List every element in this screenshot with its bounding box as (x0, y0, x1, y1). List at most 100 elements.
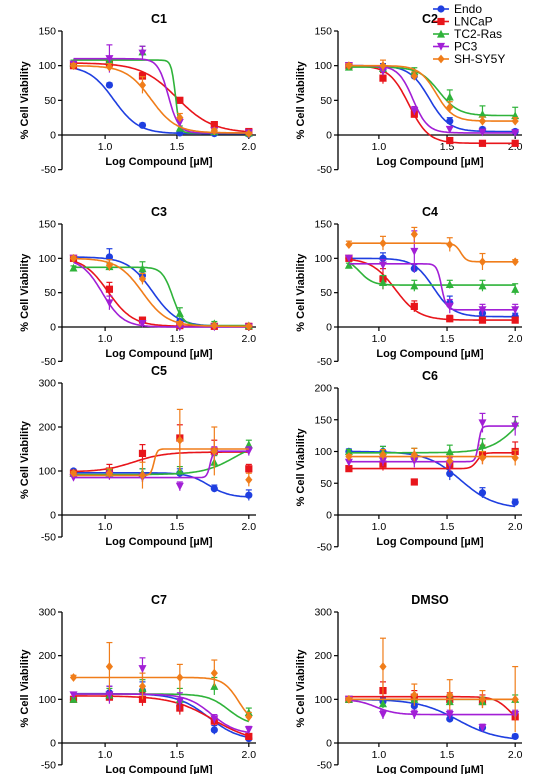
data-point-lncap (478, 139, 487, 147)
data-point-sh-sy5y (176, 319, 184, 328)
fit-curve-tc2-ras (348, 427, 516, 454)
data-point-lncap (105, 285, 114, 293)
fit-curve-lncap (73, 260, 249, 328)
fit-curve-lncap (348, 451, 516, 470)
data-point-pc3 (344, 458, 353, 467)
y-axis-label: % Cell Viability (19, 253, 31, 332)
data-point-pc3 (244, 726, 253, 735)
fit-curve-lncap (73, 695, 250, 737)
x-axis-label: Log Compound [µM] (105, 764, 212, 774)
data-point-tc2-ras (378, 278, 387, 286)
data-point-endo (446, 715, 454, 723)
fit-curve-sh-sy5y (73, 257, 249, 328)
fit-curve-lncap (348, 65, 516, 145)
data-point-sh-sy5y (410, 71, 418, 81)
data-point-lncap (446, 315, 454, 323)
data-point-pc3 (445, 125, 454, 134)
y-tick-label: 200 (314, 383, 332, 395)
data-point-pc3 (410, 247, 419, 256)
fit-curve-pc3 (348, 262, 516, 311)
data-point-endo (478, 489, 487, 497)
data-point-endo (446, 117, 454, 125)
data-point-sh-sy5y (69, 61, 78, 71)
chart-title: C1 (151, 12, 167, 26)
data-point-sh-sy5y (446, 456, 454, 466)
data-point-sh-sy5y (379, 238, 387, 248)
data-point-sh-sy5y (105, 62, 114, 72)
legend-marker-tc2-ras (437, 29, 445, 38)
x-tick-label: 1.0 (98, 749, 113, 761)
y-tick-label: 150 (314, 26, 332, 38)
data-point-lncap (245, 465, 253, 473)
x-tick-label: 2.0 (508, 333, 523, 345)
x-tick-label: 1.0 (372, 521, 387, 533)
fit-curve-pc3 (348, 699, 516, 716)
data-point-pc3 (511, 129, 520, 138)
chart-title: C3 (151, 205, 167, 219)
data-point-sh-sy5y (446, 240, 454, 249)
data-point-lncap (138, 72, 147, 80)
x-tick-label: 2.0 (242, 521, 257, 533)
data-point-sh-sy5y (478, 453, 487, 463)
data-point-pc3 (344, 254, 353, 263)
fit-curve-tc2-ras (348, 66, 516, 117)
data-point-lncap (176, 96, 184, 104)
data-point-sh-sy5y (245, 475, 253, 485)
data-point-sh-sy5y (345, 694, 353, 704)
y-tick-label: 150 (314, 414, 332, 426)
data-point-sh-sy5y (210, 321, 218, 331)
y-tick-label: 100 (314, 446, 332, 458)
y-tick-label: -50 (41, 532, 56, 544)
y-tick-label: 100 (314, 694, 332, 706)
fit-curve-lncap (73, 451, 249, 473)
data-point-pc3 (410, 457, 419, 466)
data-point-sh-sy5y (446, 690, 454, 700)
data-point-sh-sy5y (105, 662, 114, 671)
data-point-sh-sy5y (138, 681, 147, 691)
x-axis-label: Log Compound [µM] (105, 156, 212, 168)
data-point-tc2-ras (344, 261, 353, 269)
fit-curve-pc3 (348, 425, 516, 463)
data-point-pc3 (478, 306, 487, 315)
data-point-endo (245, 491, 253, 499)
data-point-endo (410, 702, 418, 710)
data-point-tc2-ras (175, 309, 184, 317)
y-tick-label: 150 (314, 219, 332, 231)
chart-panel-c7: C7 -50 0 100 200 300 1.0 1.5 2.0 Log Compound [µM… (19, 593, 256, 774)
x-tick-label: 1.5 (170, 521, 185, 533)
y-tick-label: 0 (50, 510, 56, 522)
chart-panel-c6: C6 -50 0 50 100 150 200 1.0 1.5 2.0 Log Compound [… (295, 369, 523, 553)
x-tick-label: 1.5 (170, 749, 185, 761)
x-axis-label: Log Compound [µM] (105, 348, 212, 360)
data-point-pc3 (69, 691, 78, 700)
y-tick-label: 50 (320, 95, 332, 107)
data-point-endo (511, 498, 519, 506)
data-point-sh-sy5y (511, 453, 519, 463)
x-tick-label: 1.0 (372, 141, 387, 153)
x-tick-label: 1.0 (372, 333, 387, 345)
data-point-lncap (138, 695, 147, 703)
y-tick-label: 100 (38, 60, 56, 72)
data-point-sh-sy5y (410, 450, 418, 460)
data-point-sh-sy5y (138, 80, 147, 90)
y-tick-label: 200 (38, 650, 56, 662)
fit-curve-sh-sy5y (348, 64, 516, 122)
data-point-sh-sy5y (511, 694, 519, 704)
data-point-pc3 (410, 711, 419, 719)
data-point-sh-sy5y (210, 668, 218, 678)
y-tick-label: 0 (326, 510, 332, 522)
chart-panel-c3: C3 -50 0 50 100 150 1.0 1.5 2.0 Log Compound [µM]… (19, 205, 256, 368)
data-point-sh-sy5y (478, 116, 487, 126)
y-tick-label: 150 (38, 219, 56, 231)
data-point-pc3 (478, 128, 487, 137)
chart-title: C7 (151, 593, 167, 607)
data-point-pc3 (445, 302, 454, 311)
x-tick-label: 1.5 (170, 141, 185, 153)
data-point-pc3 (478, 419, 487, 428)
data-point-pc3 (138, 49, 147, 58)
legend-label: LNCaP (454, 15, 493, 29)
data-point-pc3 (138, 319, 147, 328)
data-point-sh-sy5y (379, 662, 387, 671)
chart-panel-c1: C1 -50 0 50 100 150 1.0 1.5 2.0 Log Compound [µM]… (19, 12, 256, 176)
